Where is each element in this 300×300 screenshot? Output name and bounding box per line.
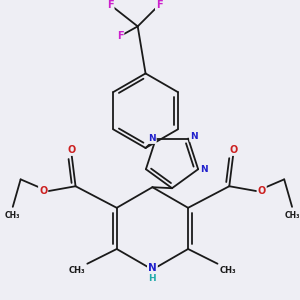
Text: O: O bbox=[257, 186, 266, 196]
Text: N: N bbox=[200, 165, 208, 174]
Text: CH₃: CH₃ bbox=[220, 266, 236, 275]
Text: O: O bbox=[68, 145, 76, 155]
Text: CH₃: CH₃ bbox=[69, 266, 86, 275]
Text: F: F bbox=[117, 31, 123, 41]
Text: F: F bbox=[156, 0, 163, 10]
Text: F: F bbox=[107, 0, 114, 10]
Text: N: N bbox=[148, 134, 156, 143]
Text: H: H bbox=[148, 274, 156, 283]
Text: CH₃: CH₃ bbox=[284, 211, 300, 220]
Text: CH₃: CH₃ bbox=[5, 211, 20, 220]
Text: O: O bbox=[39, 186, 47, 196]
Text: N: N bbox=[148, 262, 157, 273]
Text: N: N bbox=[190, 132, 198, 141]
Text: O: O bbox=[229, 145, 237, 155]
